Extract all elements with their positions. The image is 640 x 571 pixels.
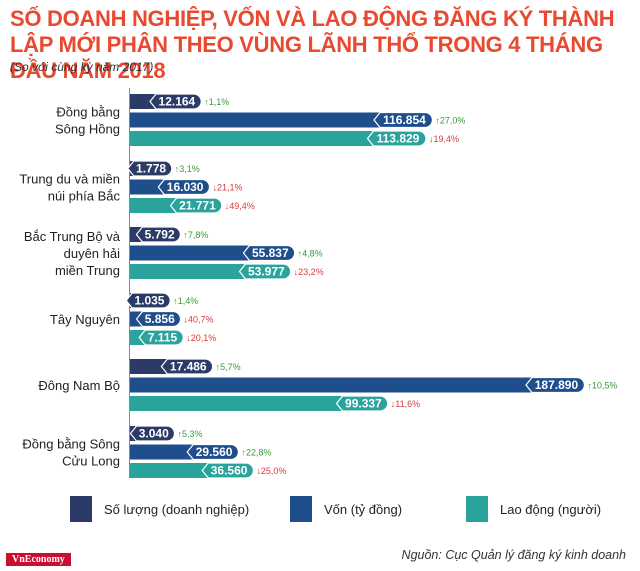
change-label-doanh-nghiep: ↑5,7% bbox=[216, 362, 241, 372]
legend: Số lượng (doanh nghiệp) Vốn (tỷ đồng) La… bbox=[0, 496, 640, 530]
change-label-lao-dong: ↓19,4% bbox=[429, 134, 459, 144]
bar-von bbox=[130, 179, 165, 195]
value-label-doanh-nghiep: 1.035 bbox=[134, 294, 164, 308]
change-label-von: ↑4,8% bbox=[298, 249, 323, 259]
legend-label-lao-dong: Lao động (người) bbox=[500, 501, 602, 517]
value-label-von: 5.856 bbox=[145, 312, 175, 326]
bar-doanh-nghiep bbox=[130, 94, 157, 109]
change-label-lao-dong: ↓49,4% bbox=[225, 201, 255, 211]
bar-lao-dong bbox=[130, 131, 374, 146]
legend-swatch-lao-dong bbox=[466, 496, 488, 522]
category-label: Tây Nguyên bbox=[50, 312, 120, 327]
value-label-doanh-nghiep: 12.164 bbox=[159, 95, 196, 109]
value-pill-von bbox=[157, 178, 211, 196]
category-label: Đông Nam Bộ bbox=[38, 378, 120, 393]
value-label-lao-dong: 53.977 bbox=[248, 265, 285, 279]
bar-von bbox=[130, 377, 532, 393]
category-label: Bắc Trung Bộ và duyên hải miền Trung bbox=[24, 229, 121, 278]
value-pill-doanh-nghiep bbox=[125, 292, 171, 309]
value-pill-lao-dong bbox=[366, 130, 427, 147]
legend-label-doanh-nghiep: Số lượng (doanh nghiệp) bbox=[104, 501, 250, 517]
change-label-doanh-nghiep: ↑7,8% bbox=[183, 230, 208, 240]
category-label-line: Đồng bằng bbox=[56, 104, 120, 119]
legend-label-von: Vốn (tỷ đồng) bbox=[324, 501, 403, 517]
category-label-line: Cửu Long bbox=[62, 453, 120, 468]
legend-swatch-doanh-nghiep bbox=[70, 496, 92, 522]
value-pill-doanh-nghiep bbox=[149, 93, 202, 110]
legend-item-von: Vốn (tỷ đồng) bbox=[290, 496, 402, 522]
change-label-lao-dong: ↓11,6% bbox=[391, 399, 420, 409]
value-label-von: 55.837 bbox=[252, 246, 289, 260]
chart-subtitle: (So với cùng kỳ năm 2017) bbox=[10, 60, 154, 74]
change-label-von: ↑22,8% bbox=[241, 448, 271, 458]
category-label: Đồng bằng Sông Cửu Long bbox=[22, 436, 120, 468]
change-label-von: ↓40,7% bbox=[184, 315, 214, 325]
bar-doanh-nghiep bbox=[130, 359, 168, 374]
value-pill-von bbox=[525, 376, 585, 394]
value-label-von: 187.890 bbox=[535, 378, 579, 392]
category-label-line: Bắc Trung Bộ và bbox=[24, 229, 121, 244]
change-label-lao-dong: ↓20,1% bbox=[186, 333, 216, 343]
value-pill-lao-dong bbox=[335, 395, 389, 412]
bar-chart: Đồng bằng Sông Hồng 12.164 ↑1,1% 116.854 ↑27,… bbox=[19, 88, 617, 479]
value-pill-lao-dong bbox=[201, 462, 254, 479]
value-label-lao-dong: 113.829 bbox=[377, 132, 420, 146]
value-pill-doanh-nghiep bbox=[127, 160, 173, 177]
category-label-line: Sông Hồng bbox=[55, 121, 120, 136]
value-label-von: 16.030 bbox=[167, 180, 204, 194]
legend-item-doanh-nghiep: Số lượng (doanh nghiệp) bbox=[70, 496, 249, 522]
change-label-doanh-nghiep: ↑5,3% bbox=[178, 429, 203, 439]
value-pill-doanh-nghiep bbox=[160, 358, 214, 375]
value-pill-doanh-nghiep bbox=[135, 226, 181, 243]
value-label-von: 116.854 bbox=[383, 113, 426, 127]
category-label-line: Tây Nguyên bbox=[50, 312, 120, 327]
value-label-lao-dong: 36.560 bbox=[211, 464, 248, 478]
value-pill-lao-dong bbox=[238, 263, 292, 280]
bar-lao-dong bbox=[130, 330, 146, 345]
chart-title: SỐ DOANH NGHIỆP, VỐN VÀ LAO ĐỘNG ĐĂNG KÝ… bbox=[10, 6, 615, 83]
category-label: Đồng bằng Sông Hồng bbox=[55, 104, 120, 136]
value-label-lao-dong: 7.115 bbox=[148, 331, 178, 345]
category-label-line: núi phía Bắc bbox=[48, 188, 121, 203]
change-label-lao-dong: ↓23,2% bbox=[294, 267, 324, 277]
change-label-doanh-nghiep: ↑1,4% bbox=[173, 296, 198, 306]
category-label-line: Đông Nam Bộ bbox=[38, 378, 120, 393]
bar-lao-dong bbox=[130, 463, 209, 478]
value-pill-von bbox=[242, 244, 296, 262]
bar-lao-dong bbox=[130, 264, 246, 279]
bar-von bbox=[130, 245, 250, 261]
legend-swatch-von bbox=[290, 496, 312, 522]
category-label-line: Đồng bằng Sông bbox=[22, 436, 120, 451]
category-label: Trung du và miền núi phía Bắc bbox=[19, 171, 120, 203]
change-label-doanh-nghiep: ↑1,1% bbox=[204, 97, 229, 107]
brand-logo: VnEconomy bbox=[6, 553, 71, 566]
legend-item-lao-dong: Lao động (người) bbox=[466, 496, 601, 522]
value-pill-von bbox=[373, 111, 433, 129]
bar-lao-dong bbox=[130, 396, 343, 411]
value-pill-lao-dong bbox=[169, 197, 223, 214]
bar-von bbox=[130, 112, 381, 128]
value-label-von: 29.560 bbox=[196, 445, 233, 459]
category-label-line: Trung du và miền bbox=[19, 171, 120, 186]
bar-von bbox=[130, 444, 194, 460]
change-label-von: ↓21,1% bbox=[212, 183, 242, 193]
value-label-doanh-nghiep: 3.040 bbox=[139, 427, 169, 441]
change-label-von: ↑27,0% bbox=[435, 116, 465, 126]
value-label-lao-dong: 21.771 bbox=[179, 199, 216, 213]
change-label-doanh-nghiep: ↑3,1% bbox=[175, 164, 200, 174]
value-pill-doanh-nghiep bbox=[129, 425, 176, 442]
category-label-line: duyên hải bbox=[64, 246, 120, 261]
value-label-doanh-nghiep: 1.778 bbox=[136, 162, 166, 176]
value-label-doanh-nghiep: 17.486 bbox=[170, 360, 207, 374]
category-label-line: miền Trung bbox=[55, 263, 120, 278]
bar-lao-dong bbox=[130, 198, 177, 213]
value-pill-von bbox=[135, 310, 182, 328]
value-label-lao-dong: 99.337 bbox=[345, 397, 382, 411]
change-label-lao-dong: ↓25,0% bbox=[256, 466, 286, 476]
source-note: Nguồn: Cục Quản lý đăng ký kinh doanh bbox=[401, 548, 626, 562]
value-pill-lao-dong bbox=[138, 329, 184, 346]
change-label-von: ↑10,5% bbox=[587, 381, 617, 391]
value-pill-von bbox=[186, 443, 239, 461]
value-label-doanh-nghiep: 5.792 bbox=[145, 228, 175, 242]
